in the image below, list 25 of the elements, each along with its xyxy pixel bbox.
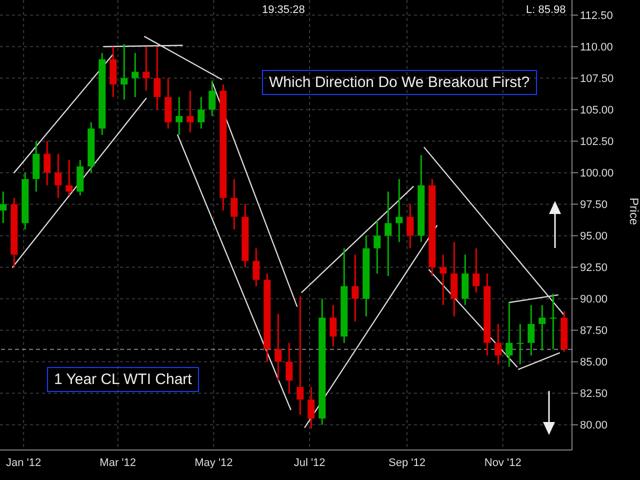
y-axis-title: Price [626, 198, 640, 226]
y-tick-label: 92.50 [580, 262, 608, 274]
x-tick-label: Mar '12 [100, 456, 136, 469]
annotation: 19:35:28 [262, 4, 305, 16]
y-tick-label: 105.00 [580, 104, 614, 117]
y-tick-label: 82.50 [580, 388, 608, 400]
x-tick-label: May '12 [194, 456, 233, 469]
y-tick-label: 97.50 [580, 199, 608, 212]
annotation: 1 Year CL WTI Chart [47, 367, 199, 392]
y-tick-label: 90.00 [580, 294, 608, 306]
y-tick-label: 107.50 [580, 73, 614, 86]
x-tick-label: Sep '12 [388, 456, 426, 469]
annotation: L: 85.98 [526, 4, 566, 16]
y-tick-label: 85.00 [580, 356, 608, 369]
y-tick-label: 80.00 [580, 420, 608, 432]
y-tick-label: 110.00 [580, 42, 613, 54]
x-tick-label: Jul '12 [294, 456, 326, 469]
y-tick-label: 100.00 [580, 168, 614, 180]
y-tick-label: 95.00 [580, 230, 608, 243]
x-tick-label: Nov '12 [484, 456, 522, 469]
y-tick-label: 112.50 [580, 10, 613, 22]
annotation: Which Direction Do We Breakout First? [262, 70, 537, 95]
y-tick-label: 102.50 [580, 136, 614, 148]
y-tick-label: 87.50 [580, 325, 608, 338]
x-tick-label: Jan '12 [6, 456, 42, 469]
